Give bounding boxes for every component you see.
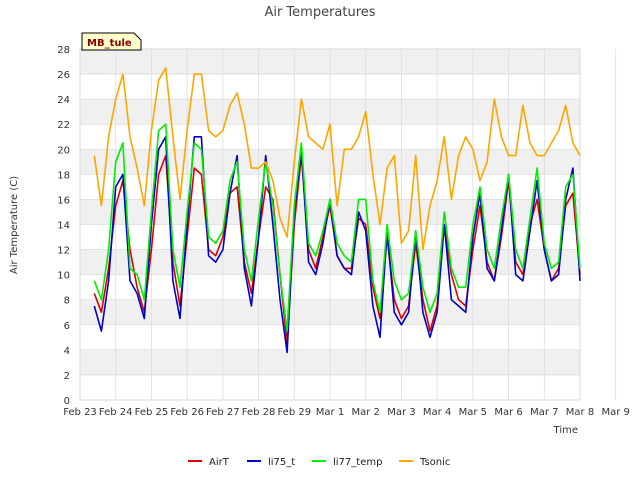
- x-tick-label: Mar 7: [530, 407, 558, 418]
- x-tick-label: Mar 2: [352, 407, 380, 418]
- x-tick-label: Mar 9: [602, 407, 630, 418]
- x-tick-label: Mar 1: [316, 407, 344, 418]
- series-line-li75-t: [93, 136, 581, 354]
- x-tick-label: Mar 3: [387, 407, 415, 418]
- x-tick-label: Mar 5: [459, 407, 487, 418]
- y-tick-label: 4: [64, 346, 70, 357]
- y-axis-label: Air Temperature (C): [9, 176, 20, 274]
- station-label: MB_tule: [87, 38, 132, 49]
- y-tick-label: 10: [57, 271, 70, 282]
- x-tick-label: Feb 27: [206, 407, 240, 418]
- series-line-li77-temp: [93, 123, 581, 332]
- chart-title: Air Temperatures: [264, 5, 375, 20]
- x-tick-label: Mar 8: [566, 407, 594, 418]
- y-tick-label: 2: [64, 371, 70, 382]
- y-tick-label: 28: [57, 45, 70, 56]
- y-tick-label: 26: [57, 70, 70, 81]
- legend-label: li75_t: [268, 457, 295, 468]
- x-tick-label: Feb 28: [242, 407, 276, 418]
- legend: AirT li75_t li77_temp Tsonic: [188, 457, 450, 468]
- station-label-box: MB_tule: [81, 32, 142, 51]
- y-tick-label: 6: [64, 321, 70, 332]
- grid: [79, 48, 617, 401]
- x-tick-label: Feb 24: [99, 407, 133, 418]
- y-tick-label: 12: [57, 246, 70, 257]
- y-tick-label: 8: [64, 296, 70, 307]
- series-layer: [93, 67, 581, 354]
- y-tick-label: 16: [57, 195, 70, 206]
- x-tick-label: Feb 29: [277, 407, 311, 418]
- legend-label: li77_temp: [333, 457, 382, 468]
- x-tick-label: Mar 4: [423, 407, 451, 418]
- x-axis-label: Time: [553, 425, 578, 436]
- y-tick-label: 18: [57, 170, 70, 181]
- x-tick-label: Feb 26: [170, 407, 204, 418]
- y-tick-label: 22: [57, 120, 70, 131]
- x-tick-label: Mar 6: [494, 407, 522, 418]
- series-line-tsonic: [93, 67, 581, 251]
- y-tick-label: 14: [57, 221, 70, 232]
- x-tick-label: Feb 23: [63, 407, 97, 418]
- legend-label: AirT: [209, 457, 230, 468]
- y-tick-label: 20: [57, 145, 70, 156]
- x-tick-label: Feb 25: [135, 407, 169, 418]
- y-tick-label: 24: [57, 95, 70, 106]
- x-axis: Feb 23 Feb 24 Feb 25 Feb 26 Feb 27 Feb 28 Feb …: [63, 407, 630, 418]
- y-tick-label: 0: [64, 396, 70, 407]
- legend-label: Tsonic: [419, 457, 450, 468]
